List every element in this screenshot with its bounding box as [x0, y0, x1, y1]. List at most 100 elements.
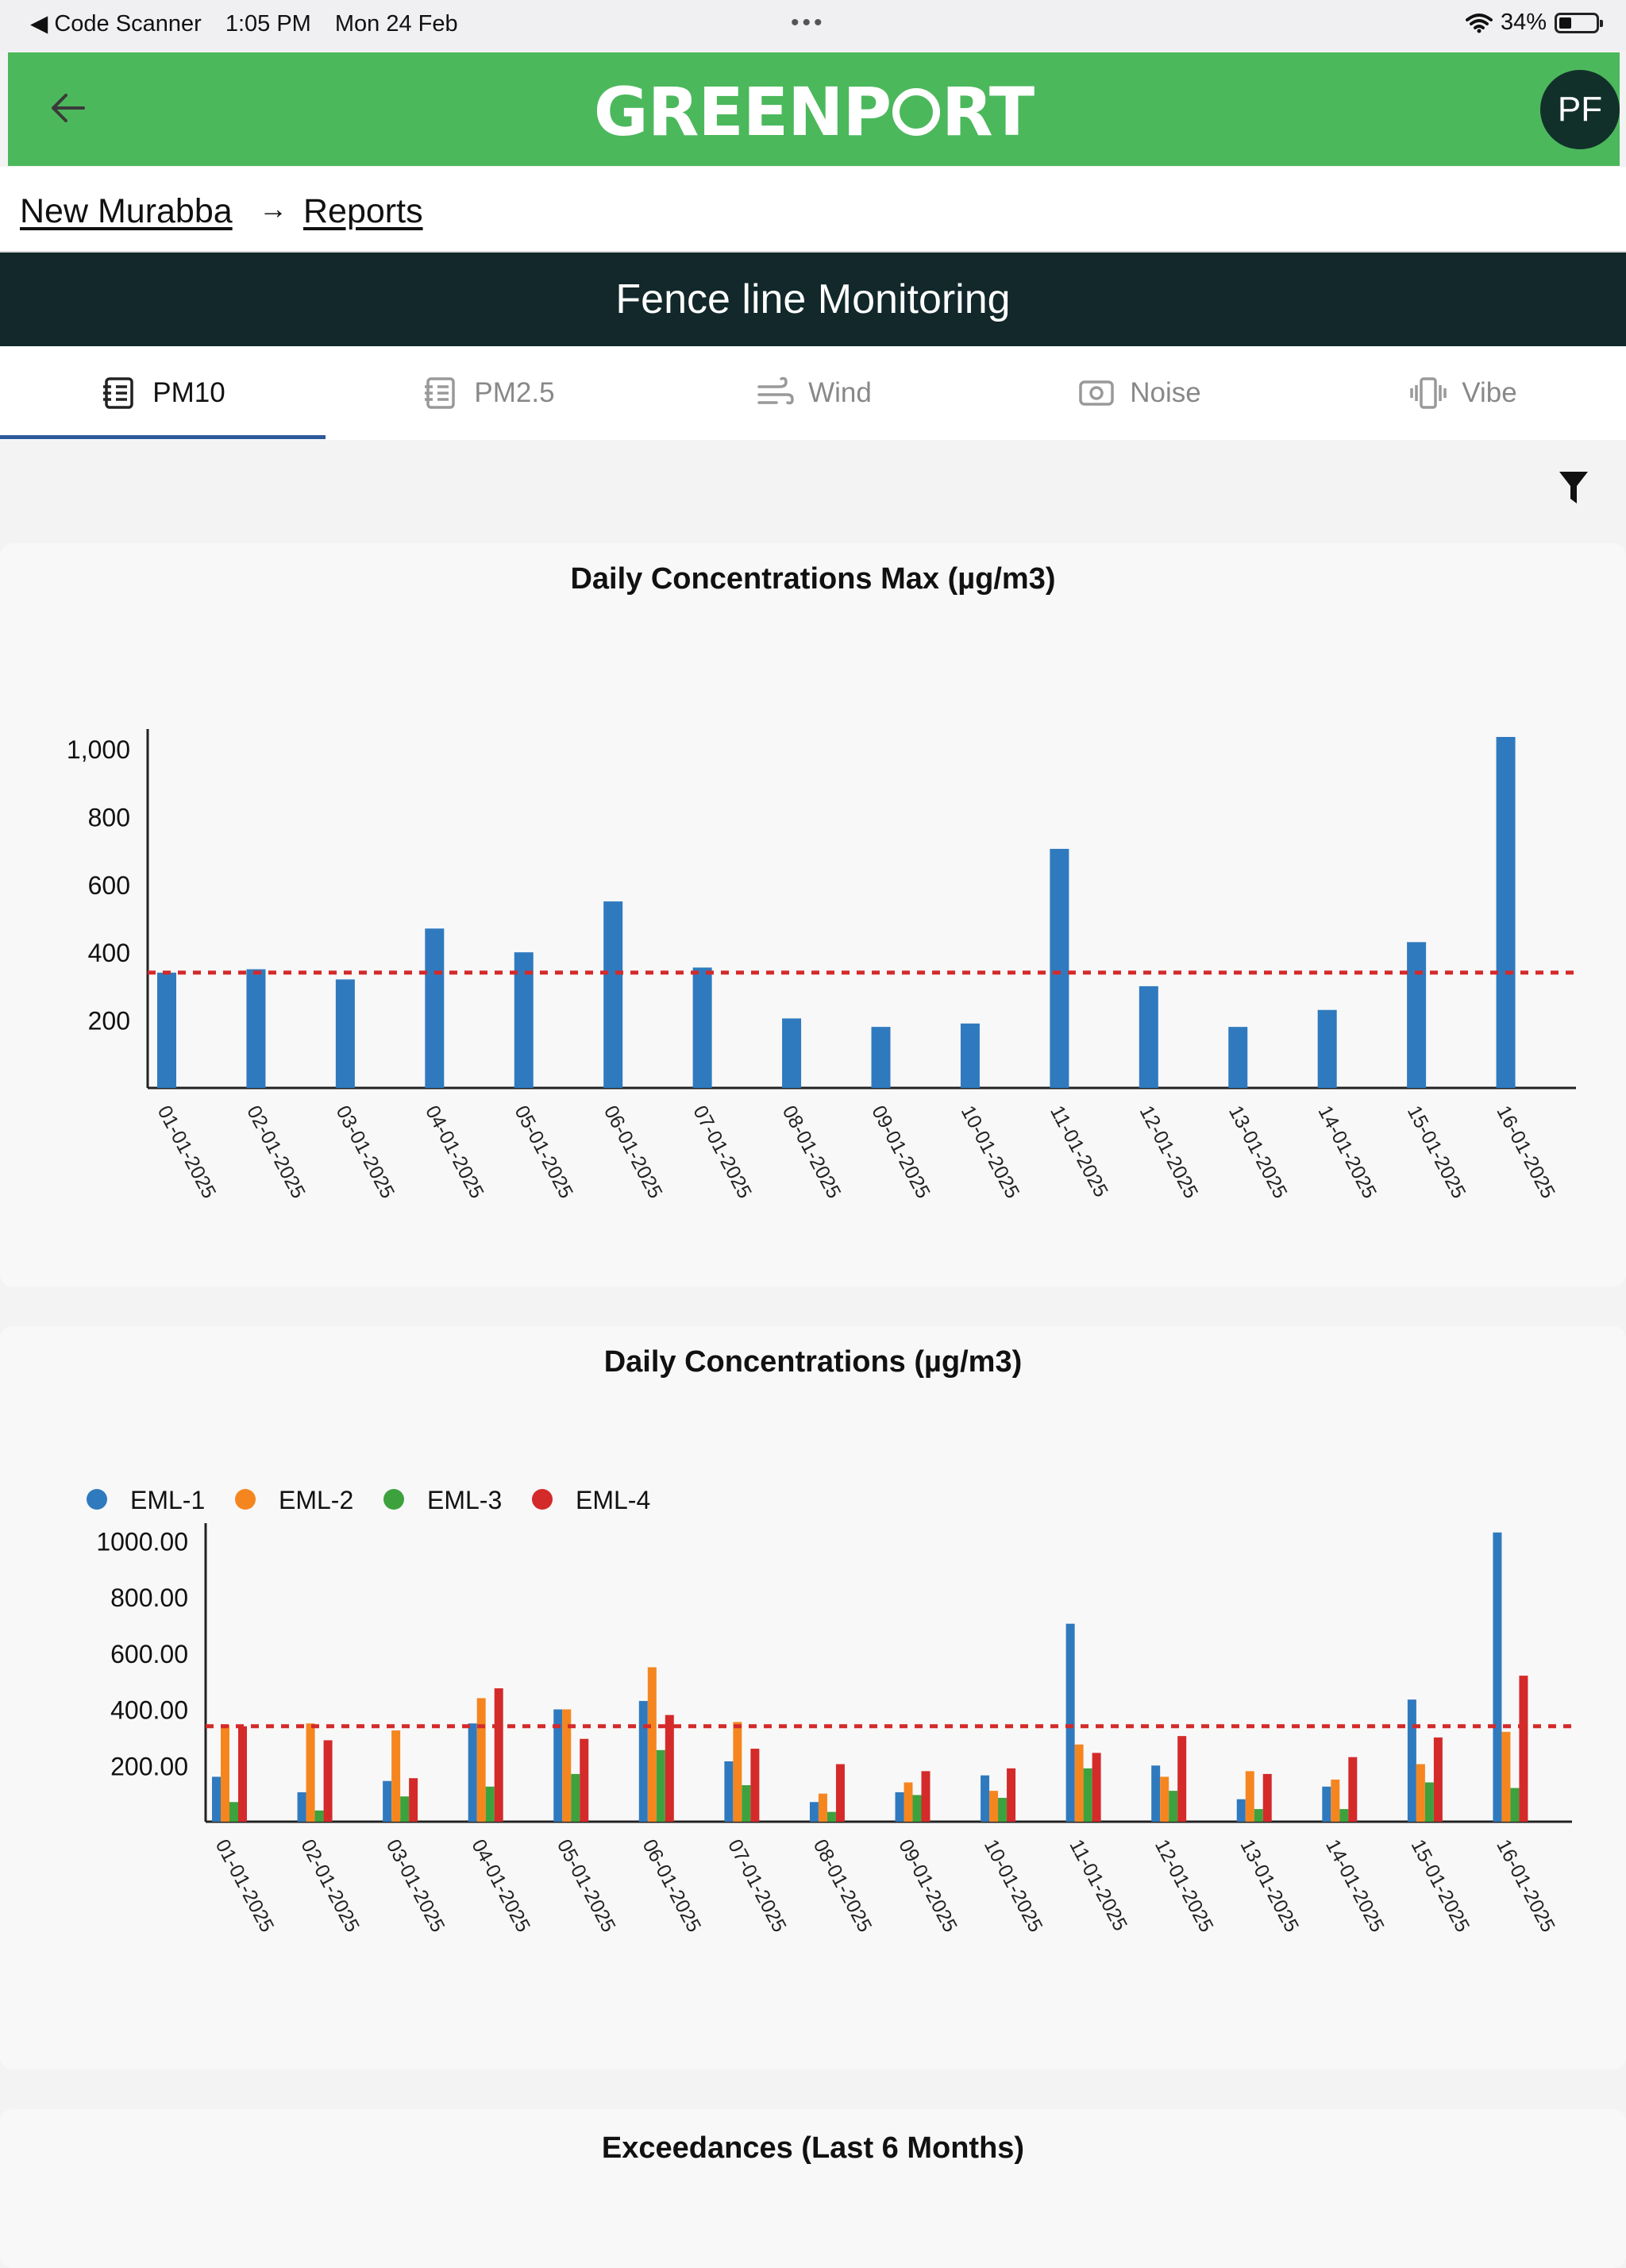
- bar: [1228, 1027, 1248, 1088]
- y-tick-label: 800.00: [110, 1583, 188, 1612]
- arrow-left-icon: [52, 94, 85, 122]
- bar-eml-2: [306, 1723, 315, 1822]
- x-tick-label: 05-01-2025: [510, 1102, 577, 1202]
- bar: [782, 1018, 802, 1088]
- bar-eml-1: [1322, 1786, 1331, 1822]
- bar-eml-3: [485, 1786, 495, 1822]
- chart-daily-max: 200 400 600 800 1,000 01-01-2025 02-01-2025 03-…: [67, 729, 1576, 1202]
- bar-eml-1: [1065, 1623, 1075, 1822]
- bar-eml-2: [1416, 1764, 1425, 1822]
- status-time: 1:05 PM: [225, 11, 311, 37]
- chart-title-exceedances: Exceedances (Last 6 Months): [601, 2131, 1025, 2165]
- battery-icon: [1555, 12, 1603, 33]
- x-tick-label: 11-01-2025: [1065, 1836, 1131, 1934]
- breadcrumb: New Murabba → Reports: [0, 167, 1626, 253]
- x-tick-label: 07-01-2025: [723, 1836, 791, 1936]
- bar-eml-2: [221, 1725, 229, 1822]
- bar-eml-4: [1092, 1753, 1101, 1822]
- tab-pm25[interactable]: PM2.5: [326, 346, 651, 440]
- bar-eml-3: [571, 1773, 580, 1822]
- bar-eml-1: [1407, 1699, 1416, 1822]
- bar: [335, 979, 355, 1088]
- tab-wind[interactable]: Wind: [651, 346, 977, 440]
- bar: [1496, 737, 1516, 1088]
- bar-eml-2: [989, 1791, 999, 1822]
- tab-vibe[interactable]: Vibe: [1300, 346, 1626, 440]
- x-tick-label: 09-01-2025: [894, 1836, 961, 1936]
- bar-eml-1: [724, 1761, 734, 1822]
- x-tick-label: 08-01-2025: [809, 1836, 877, 1936]
- app-header: GREENP RT PF: [8, 52, 1620, 166]
- bar-eml-3: [1424, 1782, 1434, 1822]
- x-tick-label: 02-01-2025: [242, 1102, 310, 1202]
- bar-eml-1: [981, 1775, 990, 1822]
- chart-title-daily-concentrations: Daily Concentrations (µg/m3): [603, 1345, 1023, 1379]
- bar: [1317, 1009, 1337, 1088]
- y-tick-label: 1000.00: [96, 1527, 188, 1556]
- bar-eml-2: [818, 1793, 827, 1822]
- bar: [1050, 848, 1069, 1088]
- bar-eml-3: [1510, 1788, 1520, 1822]
- bar-eml-3: [1339, 1809, 1349, 1822]
- back-to-app-link[interactable]: ◀ Code Scanner: [30, 11, 202, 37]
- user-avatar[interactable]: PF: [1540, 70, 1620, 149]
- bar-eml-1: [383, 1780, 392, 1822]
- chart-title-daily-max: Daily Concentrations Max (µg/m3): [570, 562, 1056, 596]
- filter-icon[interactable]: [1558, 469, 1589, 507]
- x-tick-label: 04-01-2025: [421, 1102, 488, 1202]
- breadcrumb-new-murabba[interactable]: New Murabba: [20, 192, 233, 230]
- x-tick-label: 03-01-2025: [382, 1836, 449, 1936]
- y-tick-label: 600.00: [110, 1640, 188, 1668]
- bar-eml-4: [580, 1738, 589, 1822]
- tab-noise[interactable]: Noise: [977, 346, 1302, 440]
- x-tick-label: 11-01-2025: [1046, 1102, 1112, 1201]
- bar-eml-1: [553, 1709, 563, 1822]
- x-tick-label: 15-01-2025: [1407, 1836, 1474, 1936]
- bar-eml-3: [742, 1785, 751, 1822]
- x-tick-label: 13-01-2025: [1235, 1836, 1303, 1936]
- bar-eml-4: [1519, 1676, 1528, 1822]
- legend-label-eml-4: EML-4: [576, 1486, 650, 1514]
- breadcrumb-separator: →: [259, 192, 287, 225]
- bar: [157, 972, 176, 1088]
- x-tick-label: 05-01-2025: [553, 1836, 620, 1936]
- bar: [871, 1027, 891, 1088]
- bar-eml-4: [1007, 1768, 1016, 1822]
- bar-eml-2: [904, 1782, 913, 1822]
- x-tick-label: 14-01-2025: [1321, 1836, 1389, 1936]
- x-tick-label: 12-01-2025: [1150, 1836, 1218, 1936]
- back-button[interactable]: [40, 84, 95, 132]
- multitasking-dots-icon[interactable]: •••: [791, 10, 826, 36]
- bar-eml-1: [1151, 1765, 1161, 1822]
- tab-pm10[interactable]: PM10: [0, 346, 326, 440]
- tab-bar: PM10 PM2.5 Wind Noise Vibe: [0, 346, 1626, 440]
- tab-pm25-label: PM2.5: [474, 377, 555, 408]
- x-tick-label: 13-01-2025: [1224, 1102, 1292, 1202]
- bar-eml-1: [895, 1792, 904, 1822]
- pm25-icon: [425, 377, 456, 409]
- x-tick-label: 06-01-2025: [638, 1836, 706, 1936]
- x-tick-label: 10-01-2025: [957, 1102, 1024, 1202]
- bar-eml-1: [638, 1700, 648, 1822]
- bar-eml-4: [238, 1726, 247, 1822]
- vibration-icon: [1410, 377, 1447, 409]
- x-tick-label: 02-01-2025: [296, 1836, 364, 1936]
- bar-eml-2: [647, 1667, 657, 1822]
- bar-eml-2: [391, 1730, 401, 1822]
- bar-eml-3: [229, 1802, 238, 1822]
- breadcrumb-reports[interactable]: Reports: [303, 192, 423, 230]
- pm10-icon: [103, 377, 134, 409]
- card-exceedances: Exceedances (Last 6 Months): [0, 2109, 1626, 2268]
- y-tick-label: 200.00: [110, 1752, 188, 1780]
- bar-eml-4: [1262, 1773, 1272, 1822]
- bar-eml-4: [323, 1740, 333, 1822]
- x-tick-label: 06-01-2025: [599, 1102, 667, 1202]
- bar-eml-3: [656, 1749, 665, 1822]
- bar: [692, 967, 712, 1088]
- x-tick-label: 10-01-2025: [980, 1836, 1047, 1936]
- tab-pm10-label: PM10: [152, 377, 225, 408]
- tab-vibe-label: Vibe: [1462, 377, 1517, 408]
- bar-eml-3: [826, 1811, 836, 1822]
- x-tick-label: 08-01-2025: [778, 1102, 846, 1202]
- bar-eml-2: [1501, 1731, 1511, 1822]
